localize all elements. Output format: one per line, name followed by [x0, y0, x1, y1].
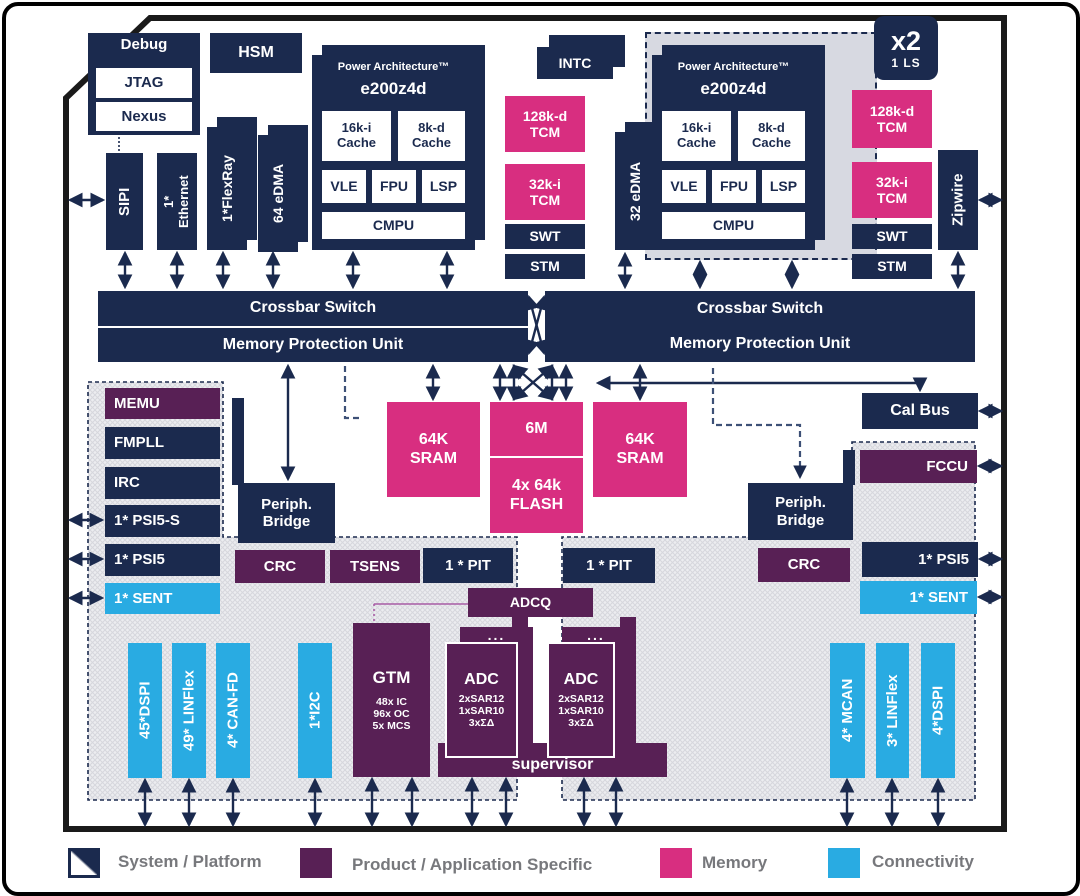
- mcan-block: 4* MCAN: [830, 643, 865, 778]
- flexray-block: 1*FlexRay: [207, 127, 247, 250]
- crossbar-switch-label: Crossbar Switch: [696, 299, 824, 317]
- cpu-left-block: Power Architecture™ e200z4d 16k-i Cache 8…: [312, 55, 475, 250]
- flash-size-label: 6M: [490, 402, 583, 458]
- intc-block: INTC: [537, 47, 613, 79]
- gtm-block: GTM 48x IC 96x OC 5x MCS: [353, 623, 430, 777]
- crc-right-block: CRC: [758, 548, 850, 582]
- dspi-left-block: 45*DSPI: [128, 643, 162, 778]
- cpu-arch-label: Power Architecture™: [337, 61, 450, 73]
- flash-type-label: 4x 64k FLASH: [509, 477, 564, 513]
- lsp-block: LSP: [762, 170, 805, 203]
- fmpll-block: FMPLL: [105, 427, 220, 459]
- dspi-right-block: 4*DSPI: [921, 643, 955, 778]
- dcache-block: 8k-d Cache: [398, 111, 465, 161]
- fpu-block: FPU: [372, 170, 416, 203]
- chip-outline: [63, 15, 1007, 832]
- vle-block: VLE: [662, 170, 706, 203]
- zipwire-block: Zipwire: [938, 150, 978, 250]
- flash-block: 6M 4x 64k FLASH: [490, 402, 583, 533]
- hatch-region-right: [561, 441, 976, 801]
- periph-bridge-left: Periph. Bridge: [238, 483, 335, 543]
- tsens-block: TSENS: [330, 550, 420, 583]
- nexus-block: Nexus: [96, 102, 192, 131]
- fpu-block: FPU: [712, 170, 756, 203]
- sent-left-block: 1* SENT: [105, 583, 220, 614]
- tcm-i-left: 32k-i TCM: [505, 164, 585, 220]
- jtag-block: JTAG: [96, 68, 192, 98]
- cal-bus-block: Cal Bus: [862, 393, 978, 429]
- ethernet-block: 1* Ethernet: [157, 153, 197, 250]
- stm-right: STM: [852, 254, 932, 279]
- cmpu-block: CMPU: [662, 212, 805, 239]
- irc-block: IRC: [105, 467, 220, 499]
- legend-swatch-connectivity: [828, 848, 860, 878]
- adcq-block: ADCQ: [468, 588, 593, 617]
- memu-block: MEMU: [105, 388, 220, 419]
- cpu-right-block: Power Architecture™ e200z4d 16k-i Cache 8…: [652, 55, 815, 250]
- swt-left: SWT: [505, 224, 585, 249]
- legend-swatch-system: [68, 848, 100, 878]
- crc-left-block: CRC: [235, 550, 325, 583]
- mpu-label: Memory Protection Unit: [669, 335, 851, 353]
- legend-label-product: Product / Application Specific: [352, 855, 593, 874]
- sram-left-block: 64K SRAM: [387, 402, 480, 497]
- crossbar-right: Crossbar Switch Memory Protection Unit: [545, 291, 975, 362]
- cpu-arch-label: Power Architecture™: [677, 61, 790, 73]
- tcm-d-left: 128k-d TCM: [505, 96, 585, 152]
- canfd-block: 4* CAN-FD: [216, 643, 250, 778]
- psi5-left-block: 1* PSI5: [105, 544, 220, 576]
- pit-left-block: 1 * PIT: [423, 548, 513, 583]
- hsm-block: HSM: [210, 33, 302, 73]
- swt-right: SWT: [852, 224, 932, 249]
- edma64-block: 64 eDMA: [258, 135, 298, 252]
- periph-bridge-right: Periph. Bridge: [748, 483, 853, 540]
- tcm-d-right: 128k-d TCM: [852, 90, 932, 148]
- psi5s-block: 1* PSI5-S: [105, 505, 220, 537]
- adc-right-block: ADC 2xSAR12 1xSAR10 3xΣΔ: [547, 642, 615, 758]
- cpu-core-label: e200z4d: [360, 79, 427, 98]
- periph-bridge-right-stem: [843, 450, 855, 485]
- lsp-block: LSP: [422, 170, 465, 203]
- legend-label-connectivity: Connectivity: [872, 852, 975, 871]
- sent-right-block: 1* SENT: [860, 581, 977, 614]
- debug-block: Debug JTAG Nexus: [88, 33, 200, 135]
- crossbar-left: Crossbar Switch Memory Protection Unit: [98, 291, 528, 362]
- icache-block: 16k-i Cache: [662, 111, 731, 161]
- linflex-left-block: 49* LINFlex: [172, 643, 206, 778]
- vle-block: VLE: [322, 170, 366, 203]
- icache-block: 16k-i Cache: [322, 111, 391, 161]
- legend-label-memory: Memory: [702, 853, 768, 872]
- debug-label: Debug: [120, 36, 168, 53]
- periph-bridge-left-stem: [232, 398, 244, 485]
- x2-lockstep-badge: x2 1 LS: [874, 16, 938, 80]
- i2c-block: 1*I2C: [298, 643, 332, 778]
- legend-swatch-memory: [660, 848, 692, 878]
- mpu-label: Memory Protection Unit: [222, 335, 404, 353]
- dcache-block: 8k-d Cache: [738, 111, 805, 161]
- pit-right-block: 1 * PIT: [563, 548, 655, 583]
- linflex-right-block: 3* LINFlex: [876, 643, 909, 778]
- fccu-block: FCCU: [860, 450, 977, 483]
- legend-swatch-product: [300, 848, 332, 878]
- edma32-block: 32 eDMA: [615, 132, 655, 250]
- tcm-i-right: 32k-i TCM: [852, 162, 932, 218]
- cmpu-block: CMPU: [322, 212, 465, 239]
- adc-left-block: ADC 2xSAR12 1xSAR10 3xΣΔ: [445, 642, 518, 758]
- cpu-core-label: e200z4d: [700, 79, 767, 98]
- crossbar-switch-label: Crossbar Switch: [98, 291, 528, 328]
- sipi-block: SIPI: [106, 153, 143, 250]
- psi5-right-block: 1* PSI5: [862, 542, 978, 577]
- stm-left: STM: [505, 254, 585, 279]
- sram-right-block: 64K SRAM: [593, 402, 687, 497]
- legend-label-system: System / Platform: [118, 852, 262, 871]
